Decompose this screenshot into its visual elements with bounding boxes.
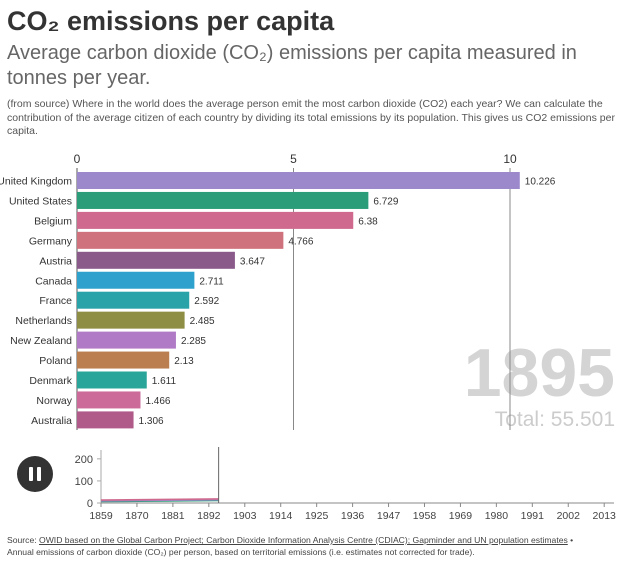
bar-poland — [77, 351, 170, 369]
bar-germany — [77, 231, 284, 249]
bar-denmark — [77, 371, 147, 389]
bar-canada — [77, 271, 195, 289]
timeline-x-tick-label: 2002 — [557, 510, 581, 522]
bar-france — [77, 291, 190, 309]
bar-belgium — [77, 211, 354, 229]
x-tick-label: 0 — [74, 152, 81, 166]
category-label: Denmark — [29, 375, 72, 387]
bar-new-zealand — [77, 331, 176, 349]
value-label: 3.647 — [240, 256, 265, 267]
category-label: France — [39, 295, 72, 307]
timeline-y-tick-label: 0 — [87, 498, 93, 510]
value-label: 2.592 — [194, 296, 219, 307]
year-label: 1895 — [464, 335, 615, 411]
timeline-x-tick-label: 2013 — [593, 510, 617, 522]
source-link[interactable]: OWID based on the Global Carbon Project;… — [39, 535, 568, 545]
timeline-x-tick-label: 1870 — [125, 510, 149, 522]
value-label: 6.38 — [358, 216, 378, 227]
pause-icon-bar — [37, 467, 41, 481]
source-suffix: • — [567, 535, 574, 545]
value-label: 2.485 — [190, 316, 215, 327]
bar-netherlands — [77, 311, 185, 329]
bar-united-states — [77, 191, 369, 209]
chart-subtitle: Average carbon dioxide (CO₂) emissions p… — [7, 42, 577, 89]
timeline-x-tick-label: 1914 — [269, 510, 293, 522]
timeline-x-tick-label: 1881 — [161, 510, 185, 522]
footer: Source: OWID based on the Global Carbon … — [7, 534, 619, 558]
category-label: Belgium — [34, 215, 72, 227]
timeline-y-tick-label: 100 — [75, 476, 93, 488]
x-tick-label: 5 — [290, 152, 297, 166]
bar-australia — [77, 411, 134, 429]
category-label: Poland — [39, 355, 72, 367]
value-label: 1.466 — [145, 396, 170, 407]
chart-title: CO₂ emissions per capita — [7, 6, 335, 36]
timeline-x-tick-label: 1958 — [413, 510, 437, 522]
value-label: 2.711 — [199, 276, 224, 287]
category-label: Austria — [39, 255, 72, 267]
timeline-chart[interactable]: 0 100 200 1859 1870 1881 1892 1903 1914 1925 1936 1… — [0, 444, 623, 526]
x-tick-label: 10 — [503, 152, 517, 166]
category-label: Norway — [36, 395, 72, 407]
timeline-x-tick-label: 1991 — [521, 510, 545, 522]
timeline-x-tick-label: 1947 — [377, 510, 401, 522]
timeline-x-tick-label: 1925 — [305, 510, 329, 522]
timeline-y-tick-label: 200 — [75, 454, 93, 466]
category-label: United States — [9, 195, 72, 207]
category-label: Netherlands — [15, 315, 72, 327]
source-prefix: Source: — [7, 535, 40, 545]
value-label: 6.729 — [373, 196, 398, 207]
timeline-x-tick-label: 1903 — [233, 510, 257, 522]
footer-note: Annual emissions of carbon dioxide (CO₂)… — [7, 547, 475, 557]
bar-united-kingdom — [77, 172, 520, 189]
category-label: Australia — [31, 415, 72, 427]
chart-description: (from source) Where in the world does th… — [7, 98, 615, 137]
timeline-x-tick-label: 1892 — [197, 510, 221, 522]
value-label: 10.226 — [525, 177, 556, 188]
timeline-series-2 — [100, 498, 219, 501]
total-label: Total: 55.501 — [495, 408, 615, 431]
value-label: 2.13 — [174, 356, 194, 367]
value-label: 1.611 — [152, 376, 177, 387]
category-label: New Zealand — [10, 335, 72, 347]
timeline-x-tick-label: 1936 — [341, 510, 365, 522]
pause-button[interactable] — [17, 456, 53, 492]
category-label: United Kingdom — [0, 176, 72, 188]
bar-austria — [77, 251, 235, 269]
value-label: 4.766 — [288, 236, 313, 247]
timeline-x-tick-label: 1980 — [485, 510, 509, 522]
timeline-x-tick-label: 1969 — [449, 510, 473, 522]
timeline-x-tick-label: 1859 — [89, 510, 113, 522]
value-label: 1.306 — [139, 416, 164, 427]
value-label: 2.285 — [181, 336, 206, 347]
pause-icon — [29, 467, 33, 481]
category-label: Germany — [29, 235, 73, 247]
category-label: Canada — [35, 275, 72, 287]
bar-norway — [77, 391, 141, 409]
